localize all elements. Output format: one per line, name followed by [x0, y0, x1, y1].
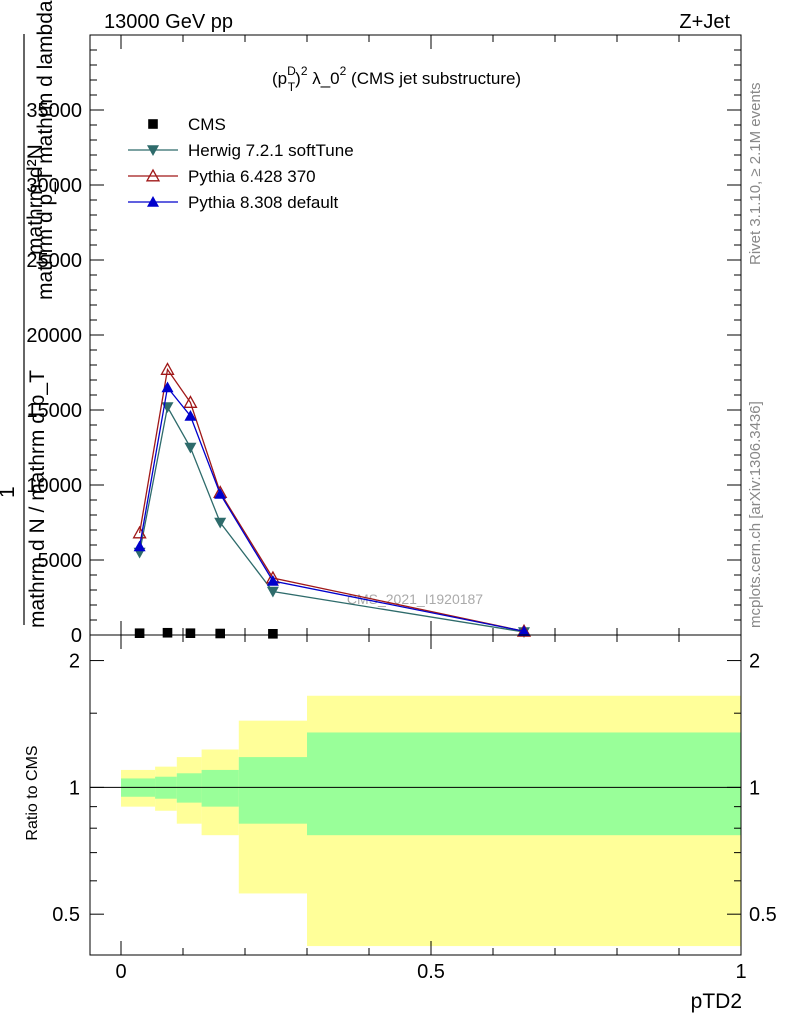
data-point: [268, 629, 278, 639]
ratio-ytick-label-right: 0.5: [749, 904, 777, 926]
title-mid: λ_0: [308, 69, 340, 88]
main-ytick-label: 30000: [26, 175, 82, 197]
legend-label: Herwig 7.2.1 softTune: [188, 141, 354, 160]
stat-uncertainty-band: [307, 732, 741, 836]
data-point: [134, 628, 145, 638]
ratio-ytick-label-left: 0.5: [52, 904, 80, 926]
series-line: [138, 367, 525, 632]
main-ytick-labels: 0 5000 10000 15000 20000 25000 30000 35000: [26, 100, 82, 647]
stat-uncertainty-band: [176, 773, 202, 803]
main-ytick-label: 0: [71, 625, 82, 647]
title-close: ): [295, 69, 301, 88]
main-panel: 0 5000 10000 15000 20000 25000 30000 35000 CMS_…: [0, 0, 742, 647]
data-point: [183, 395, 198, 408]
title-open: (p: [272, 69, 287, 88]
series-0: [134, 627, 278, 639]
title-sup-d: D: [287, 64, 296, 78]
header-process: Z+Jet: [679, 11, 730, 33]
title-tail: (CMS jet substructure): [346, 69, 521, 88]
data-point: [185, 628, 196, 638]
main-series: [132, 362, 532, 639]
data-point: [184, 442, 197, 454]
main-ytick-label: 15000: [26, 400, 82, 422]
series-line: [138, 405, 525, 633]
legend-label: Pythia 6.428 370: [188, 167, 316, 186]
ratio-xtick-label: 1: [735, 961, 746, 983]
ratio-ticks: [90, 635, 742, 955]
main-ytick-label: 10000: [26, 475, 82, 497]
legend-label: CMS: [188, 115, 226, 134]
series-line: [138, 385, 525, 632]
data-point: [160, 362, 175, 375]
legend-item: CMS: [148, 115, 226, 134]
ylabel-line-2: mathrm d p_T mathrm d lambda: [34, 0, 57, 300]
data-point: [214, 517, 227, 529]
ratio-xtick-label: 0.5: [417, 961, 445, 983]
ylabel-line-4: mathrm d N / mathrm d p_T: [26, 370, 49, 628]
main-ytick-label: 20000: [26, 325, 82, 347]
stat-uncertainty-band: [201, 769, 239, 807]
ratio-bands: [121, 695, 741, 947]
series-3: [133, 381, 530, 637]
legend-marker: [147, 145, 159, 156]
legend-marker: [145, 168, 161, 182]
legend-item: Herwig 7.2.1 softTune: [128, 141, 354, 160]
legend-label: Pythia 8.308 default: [188, 193, 339, 212]
ratio-ytick-label-right: 2: [749, 651, 760, 673]
data-point: [266, 575, 279, 586]
legend-item: Pythia 6.428 370: [128, 167, 316, 186]
ylabel-line-3: 1: [0, 486, 19, 498]
ratio-panel: 0.5 0.51 12 2 0 0.5 1 Ratio to CMS pTD2: [24, 634, 777, 1013]
ratio-ytick-labels: 0.5 0.5 1 1 2 2: [52, 651, 777, 927]
ratio-frame: [89, 634, 742, 956]
legend: CMS Herwig 7.2.1 softTune Pythia 6.428 370…: [128, 115, 354, 212]
rivet-label: Rivet 3.1.10, ≥ 2.1M events: [747, 83, 764, 266]
analysis-watermark: CMS_2021_I1920187: [347, 591, 483, 607]
main-ticks: [90, 35, 742, 636]
ratio-xtick-labels: 0 0.5 1: [115, 961, 746, 983]
ratio-ytick-label-left: 2: [69, 651, 80, 673]
data-point: [266, 586, 279, 598]
data-point: [161, 381, 174, 393]
ratio-ytick-label-left: 1: [69, 777, 80, 799]
main-ytick-label: 5000: [38, 550, 83, 572]
data-point: [215, 628, 225, 639]
ratio-xtick-label: 0: [115, 961, 126, 983]
data-point: [214, 488, 227, 499]
data-point: [518, 625, 530, 637]
ratio-xlabel: pTD2: [691, 990, 742, 1013]
header-energy: 13000 GeV pp: [104, 11, 233, 33]
stat-uncertainty-band: [238, 757, 307, 824]
title-sup-2: 2: [301, 64, 308, 78]
main-ytick-label: 25000: [26, 250, 82, 272]
mcplots-label: mcplots.cern.ch [arXiv:1306.3436]: [747, 401, 764, 628]
chart-title: (pD T)2 λ_02 (CMS jet substructure): [272, 64, 521, 94]
title-sup-2b: 2: [340, 64, 347, 78]
data-point: [162, 627, 173, 638]
main-ytick-label: 35000: [26, 100, 82, 122]
legend-marker: [147, 196, 159, 207]
legend-item: Pythia 8.308 default: [128, 193, 339, 212]
legend-marker: [148, 119, 158, 129]
ylabel-line-1: mathrm d²N: [24, 144, 47, 255]
ratio-ytick-label-right: 1: [749, 777, 760, 799]
data-point: [133, 540, 146, 552]
title-sub-t: T: [288, 80, 296, 94]
data-point: [184, 410, 197, 421]
ratio-ylabel: Ratio to CMS: [24, 745, 41, 840]
